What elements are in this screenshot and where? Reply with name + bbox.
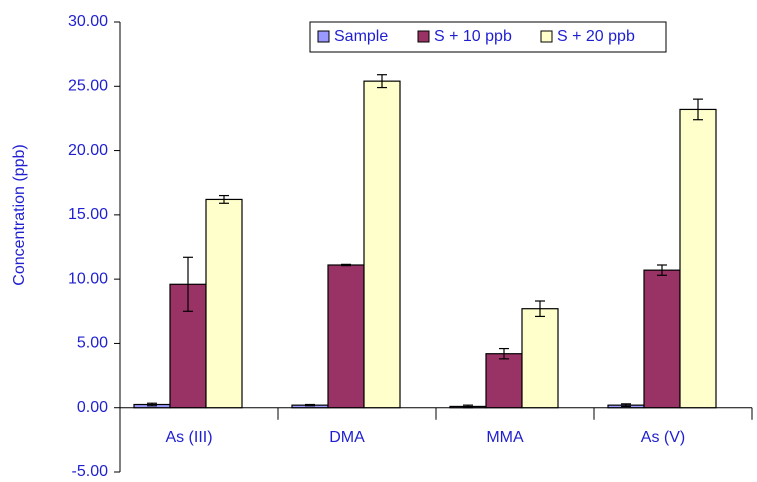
y-tick-label: 5.00 (77, 335, 108, 352)
y-tick-label: 25.00 (68, 78, 108, 95)
y-tick-label: 0.00 (77, 399, 108, 416)
y-tick-label: 15.00 (68, 206, 108, 223)
legend-box (309, 21, 667, 53)
y-tick-label: 10.00 (68, 270, 108, 287)
error-bar (657, 264, 667, 276)
x-tick-label: MMA (486, 429, 524, 446)
legend-swatch (317, 30, 330, 43)
bar (363, 80, 401, 409)
bar (205, 198, 243, 409)
error-bar (693, 98, 703, 121)
error-bar (147, 402, 157, 407)
error-bar (535, 300, 545, 318)
legend-swatch (540, 30, 553, 43)
bar (485, 353, 523, 409)
x-tick-label: As (III) (165, 429, 212, 446)
bar (679, 108, 717, 409)
x-tick-label: DMA (329, 429, 365, 446)
bar (521, 308, 559, 409)
y-tick-label: 30.00 (68, 13, 108, 30)
error-bar (377, 74, 387, 89)
bar (327, 264, 365, 409)
error-bar (463, 404, 473, 409)
error-bar (219, 194, 229, 204)
y-tick-label: -5.00 (72, 463, 109, 480)
error-bar (341, 263, 351, 267)
legend-label: S + 10 ppb (434, 28, 512, 45)
legend-label: Sample (334, 28, 388, 45)
y-axis-label: Concentration (ppb) (11, 144, 28, 285)
bar (643, 269, 681, 409)
error-bar (305, 403, 315, 407)
legend-label: S + 20 ppb (557, 28, 635, 45)
legend-swatch (417, 30, 430, 43)
error-bar (621, 403, 631, 408)
y-tick-label: 20.00 (68, 142, 108, 159)
x-tick-label: As (V) (641, 429, 685, 446)
error-bar (499, 347, 509, 360)
error-bar (183, 256, 193, 312)
